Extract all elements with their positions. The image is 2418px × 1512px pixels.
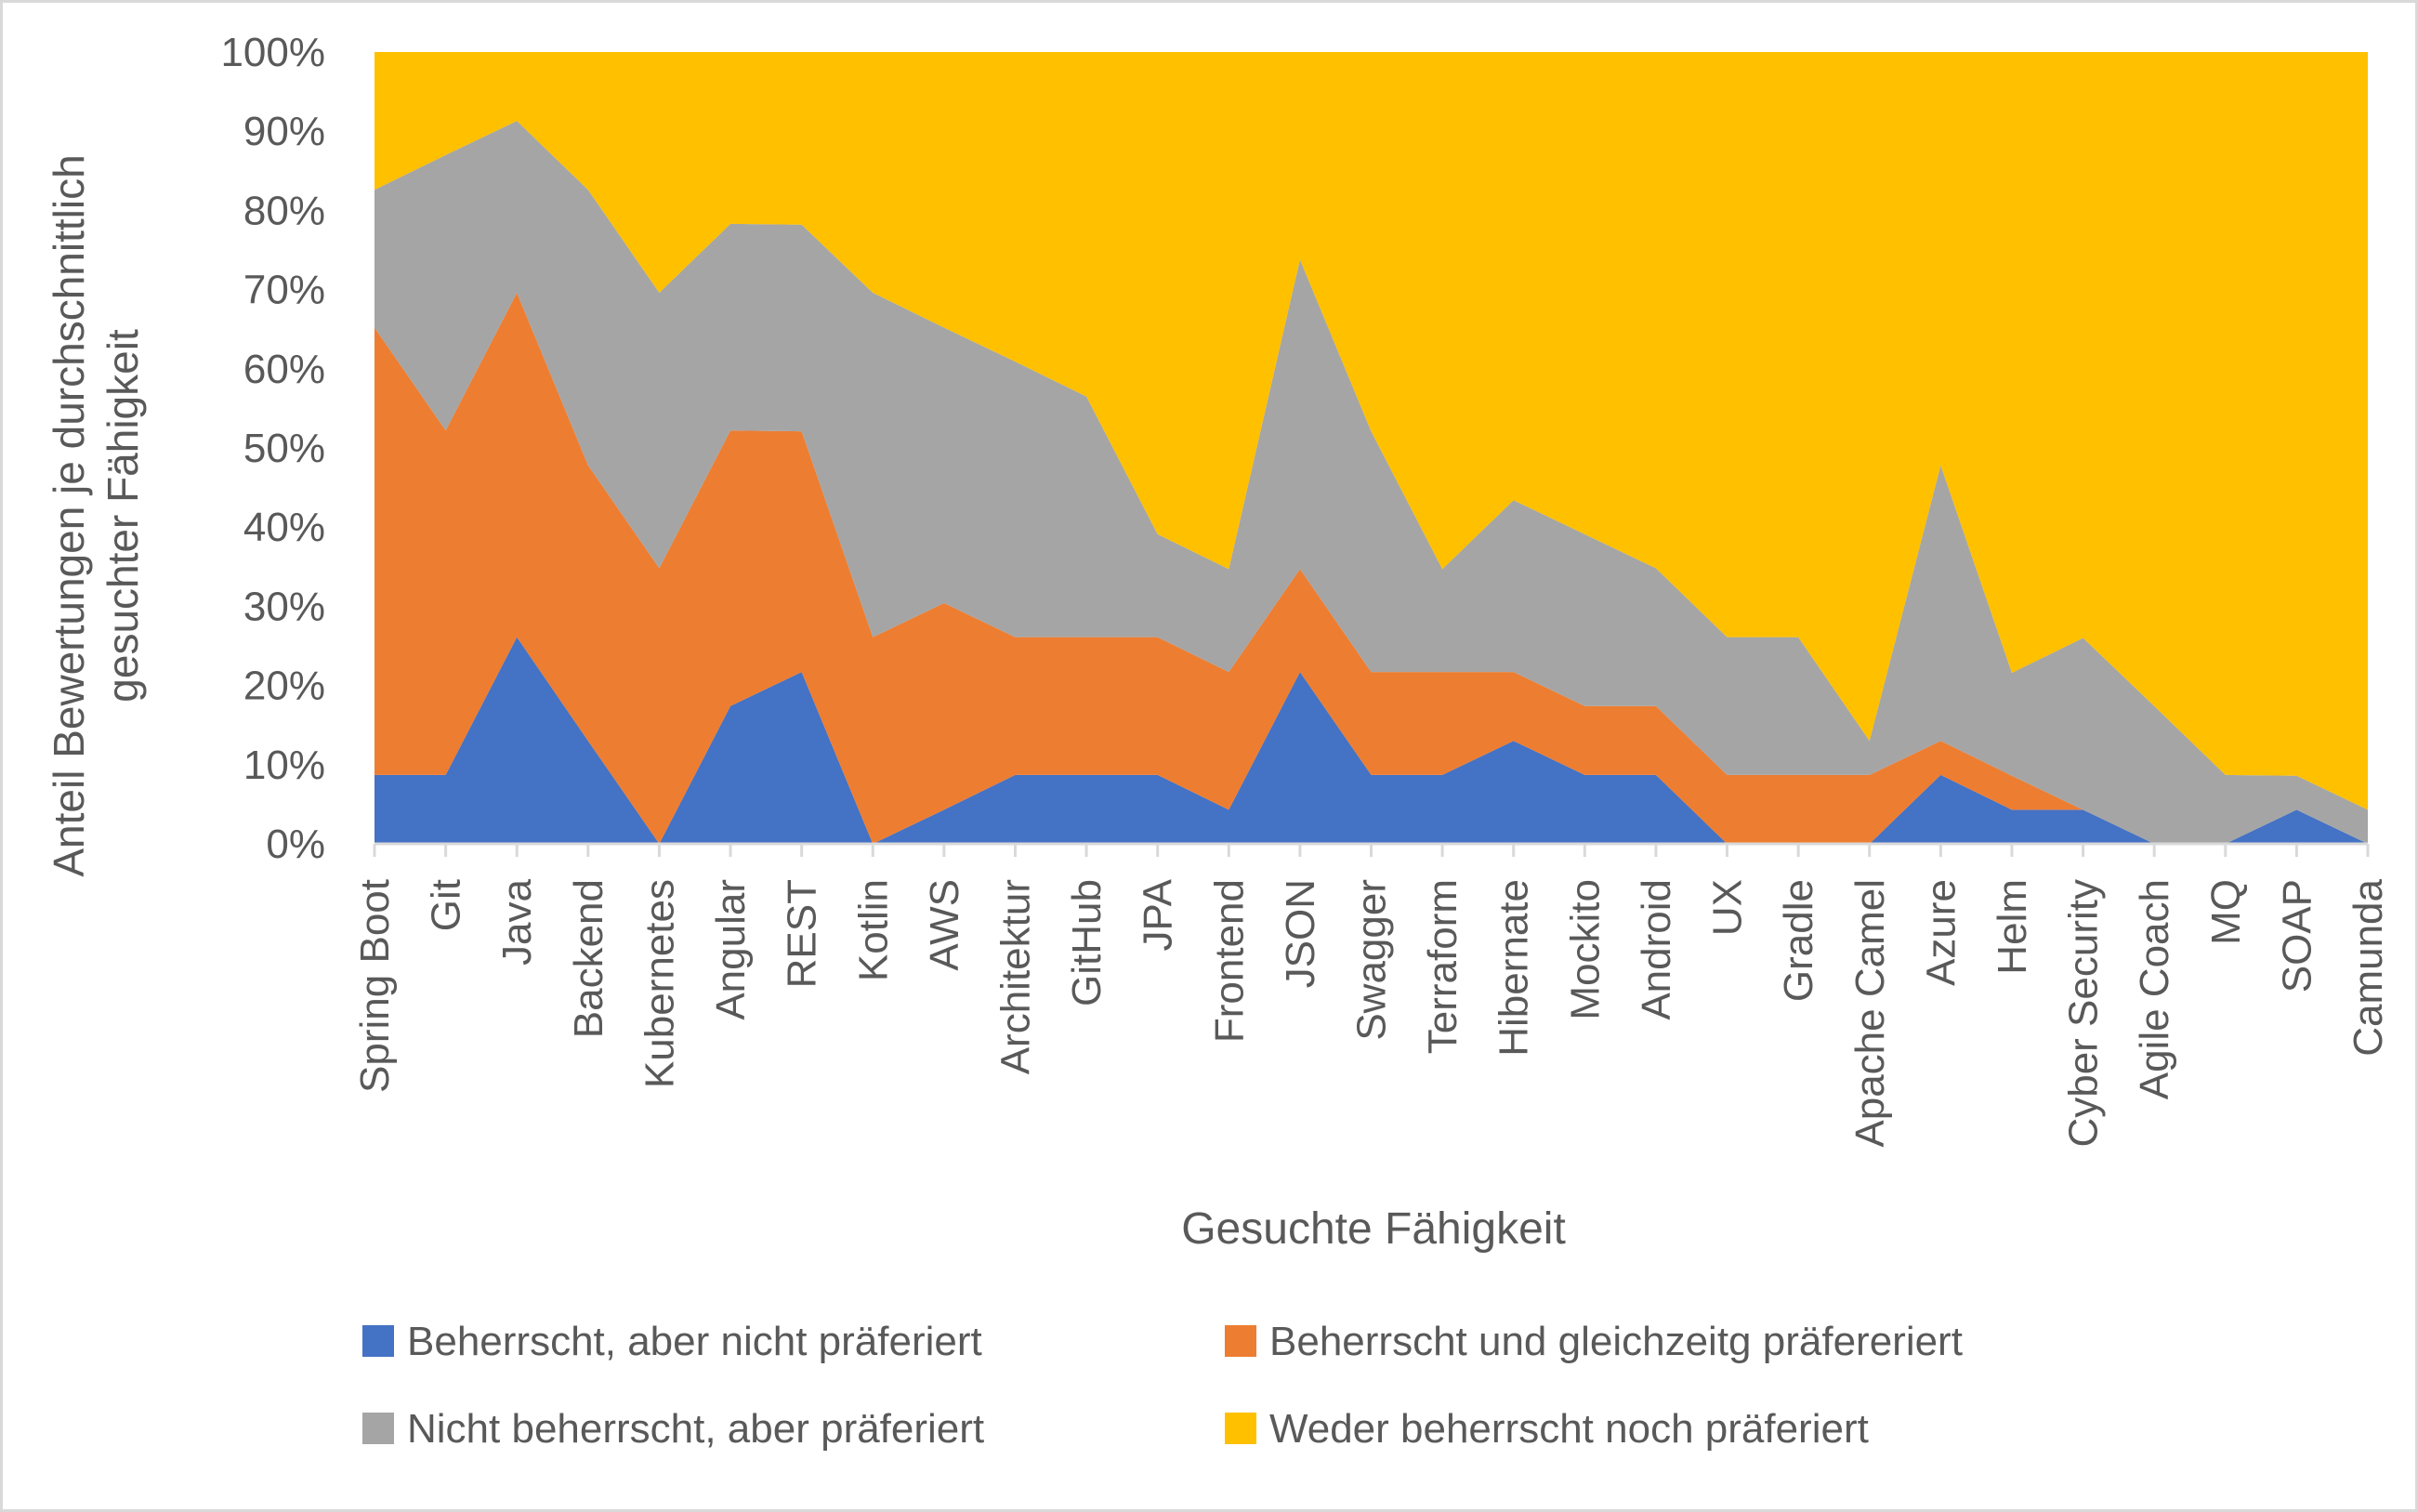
y-tick-label: 80% (243, 188, 325, 233)
area-series-3 (375, 121, 2368, 844)
y-tick-label: 90% (243, 109, 325, 154)
y-tick-label: 50% (243, 426, 325, 471)
y-tick-label: 60% (243, 347, 325, 392)
x-tick-label: JPA (1136, 878, 1181, 951)
legend-label: Weder beherrscht noch präferiert (1269, 1406, 1869, 1452)
legend-label: Nicht beherrscht, aber präferiert (407, 1406, 984, 1452)
x-tick-label: MQ (2203, 879, 2249, 945)
y-axis-title: Anteil Bewertungen je durchschnittlich ge… (45, 154, 147, 876)
legend-label: Beherrscht und gleichzeitg präfereriert (1269, 1319, 1963, 1364)
legend-label: Beherrscht, aber nicht präferiert (407, 1319, 982, 1364)
x-tick-label: Spring Boot (352, 879, 398, 1093)
x-tick-label: Mockito (1562, 879, 1608, 1020)
y-tick-label: 70% (243, 268, 325, 313)
x-tick-label: Angular (708, 879, 754, 1020)
x-tick-label: Swagger (1349, 879, 1395, 1041)
x-tick-label: Kubernetes (637, 879, 682, 1088)
x-tick-label: Cyber Security (2061, 879, 2107, 1148)
x-tick-label: Helm (1990, 879, 2035, 975)
y-tick-label: 100% (220, 30, 325, 75)
legend-swatch (362, 1325, 394, 1357)
y-axis-title-line: Anteil Bewertungen je durchschnittlich (45, 154, 93, 876)
y-tick-label: 0% (266, 822, 325, 867)
x-tick-label: Terraform (1420, 879, 1465, 1054)
y-tick-label: 20% (243, 664, 325, 709)
x-axis-title: Gesuchte Fähigkeit (1181, 1204, 1566, 1254)
x-tick-label: Gradle (1776, 879, 1821, 1002)
x-tick-label: Apache Camel (1847, 879, 1893, 1148)
area-series-group (375, 52, 2368, 844)
x-tick-label: Android (1634, 879, 1679, 1020)
x-tick-label: JSON (1278, 879, 1323, 988)
x-tick-label: Java (494, 878, 540, 965)
x-tick-label: Kotlin (850, 879, 896, 981)
x-tick-label: Agile Coach (2132, 879, 2177, 1099)
y-tick-label: 10% (243, 743, 325, 788)
x-tick-label: UX (1705, 879, 1751, 936)
x-tick-label: AWS (922, 879, 967, 971)
x-tick-label: GitHub (1064, 879, 1110, 1006)
x-axis: Spring Boot Git Java Backend Kubernetes Angul… (352, 842, 2391, 1148)
x-tick-label: SOAP (2274, 879, 2319, 993)
legend-swatch (1225, 1413, 1256, 1444)
x-tick-label: Frontend (1206, 879, 1252, 1043)
x-tick-label: Backend (566, 879, 611, 1038)
area-series-1 (375, 637, 2368, 844)
legend: Beherrscht, aber nicht präferiert Beherrs… (362, 1319, 1963, 1452)
x-tick-label: Git (424, 879, 469, 931)
x-tick-label: REST (780, 879, 825, 988)
x-tick-label: Hibernate (1492, 879, 1537, 1057)
x-tick-label: Azure (1918, 879, 1964, 986)
area-series-2 (375, 293, 2368, 844)
area-series-4 (375, 52, 2368, 810)
legend-swatch (362, 1413, 394, 1444)
y-tick-label: 30% (243, 584, 325, 629)
y-tick-label: 40% (243, 505, 325, 550)
x-tick-label: Architektur (992, 879, 1038, 1074)
y-axis-title-line: gesuchter Fähigkeit (99, 329, 147, 703)
legend-swatch (1225, 1325, 1256, 1357)
x-tick-label: Camunda (2346, 878, 2391, 1056)
y-axis: 0% 10% 20% 30% 40% 50% 60% 70% 80% 90% 100% (220, 30, 325, 867)
